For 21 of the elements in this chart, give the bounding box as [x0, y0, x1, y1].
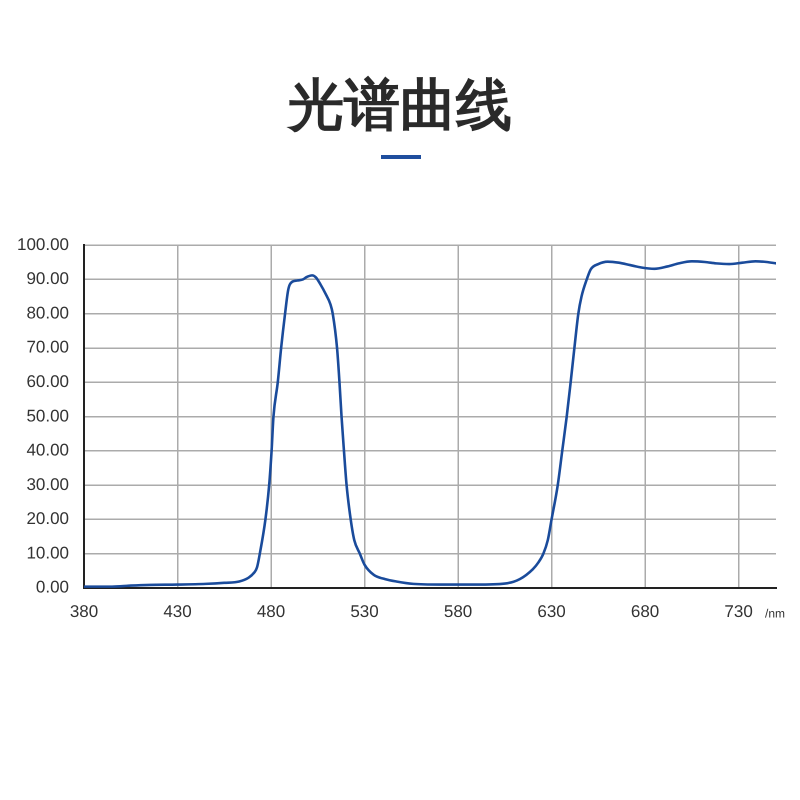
x-tick-label: 530: [350, 602, 379, 621]
y-tick-label: 50.00: [26, 406, 69, 426]
chart-title: 光谱曲线: [286, 72, 513, 140]
y-tick-label: 10.00: [26, 543, 69, 562]
y-tick-label: 70.00: [26, 338, 69, 357]
y-tick-label: 40.00: [26, 440, 69, 460]
y-tick-label: 20.00: [26, 509, 69, 528]
x-tick-label: 380: [70, 602, 98, 621]
x-axis-title: /nm: [765, 606, 786, 620]
x-tick-label: 730: [724, 602, 753, 621]
x-tick-label: 630: [537, 602, 566, 621]
y-tick-label: 0.00: [36, 578, 69, 597]
y-tick-label: 100.00: [17, 234, 69, 254]
x-tick-label: 680: [630, 602, 660, 621]
y-tick-label: 60.00: [26, 372, 69, 392]
y-tick-label: 80.00: [26, 303, 69, 322]
y-tick-label: 90.00: [26, 269, 69, 288]
x-tick-label: 580: [444, 602, 472, 621]
x-tick-label: 430: [163, 602, 192, 621]
y-tick-label: 30.00: [26, 474, 69, 494]
x-tick-label: 480: [256, 602, 286, 621]
